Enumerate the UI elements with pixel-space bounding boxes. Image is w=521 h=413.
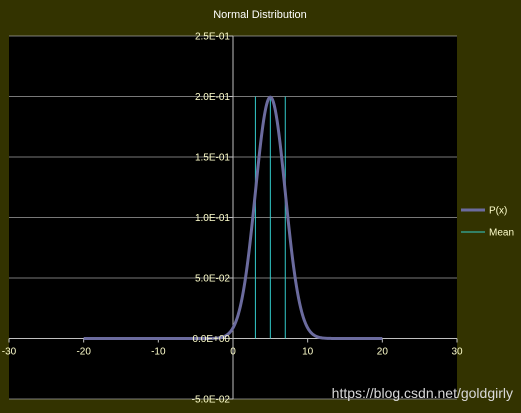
- y-tick-label: 2.5E-01: [195, 32, 230, 43]
- legend-label: P(x): [489, 206, 507, 217]
- axis-layer: [8, 35, 458, 400]
- x-tick-label: -10: [151, 347, 166, 358]
- watermark-text: https://blog.csdn.net/goldgirly: [332, 385, 513, 401]
- y-tick-label: -5.0E-02: [192, 395, 231, 406]
- x-tick-label: -30: [2, 347, 17, 358]
- y-tick-label: 1.0E-01: [195, 213, 230, 224]
- y-tick-label: 1.5E-01: [195, 153, 230, 164]
- x-tick-label: 30: [451, 347, 463, 358]
- legend-label: Mean: [489, 228, 514, 239]
- x-tick-label: 0: [230, 347, 236, 358]
- legend: P(x) Mean: [461, 206, 514, 239]
- chart-title: Normal Distribution: [213, 9, 307, 21]
- series-line-px: [82, 95, 384, 340]
- x-tick-label: 10: [302, 347, 314, 358]
- y-tick-label: 2.0E-01: [195, 92, 230, 103]
- x-tick-label: -20: [76, 347, 91, 358]
- y-tick-label: 0.0E+00: [192, 334, 230, 345]
- series-layer: [82, 95, 384, 340]
- label-layer: -5.0E-02 0.0E+00 5.0E-02 1.0E-01 1.5E-01 2.0E…: [2, 32, 463, 406]
- y-tick-label: 5.0E-02: [195, 274, 230, 285]
- x-tick-label: 20: [377, 347, 389, 358]
